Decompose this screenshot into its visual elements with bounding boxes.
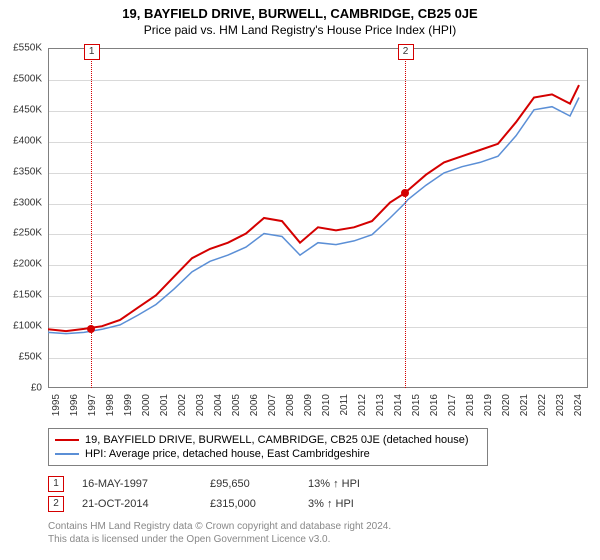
x-tick-label: 2022	[537, 394, 548, 416]
series-line	[48, 98, 579, 334]
chart-title: 19, BAYFIELD DRIVE, BURWELL, CAMBRIDGE, …	[0, 0, 600, 21]
x-tick-label: 2023	[555, 394, 566, 416]
x-tick-label: 2000	[141, 394, 152, 416]
y-tick-label: £500K	[13, 73, 42, 84]
x-tick-label: 2008	[285, 394, 296, 416]
x-tick-label: 2014	[393, 394, 404, 416]
chart-container: 19, BAYFIELD DRIVE, BURWELL, CAMBRIDGE, …	[0, 0, 600, 560]
x-tick-label: 2007	[267, 394, 278, 416]
x-tick-label: 2011	[339, 394, 350, 416]
y-tick-label: £400K	[13, 135, 42, 146]
x-tick-label: 2015	[411, 394, 422, 416]
sale-marker-line	[91, 48, 92, 388]
x-tick-label: 2020	[501, 394, 512, 416]
x-tick-label: 2017	[447, 394, 458, 416]
line-series-svg	[48, 48, 588, 388]
sale-marker-line	[405, 48, 406, 388]
legend-item: 19, BAYFIELD DRIVE, BURWELL, CAMBRIDGE, …	[55, 433, 481, 447]
x-tick-label: 2009	[303, 394, 314, 416]
sale-price: £95,650	[210, 478, 290, 490]
x-tick-label: 2001	[159, 394, 170, 416]
y-tick-label: £300K	[13, 197, 42, 208]
sale-marker-flag: 1	[84, 44, 100, 60]
y-tick-label: £100K	[13, 321, 42, 332]
y-tick-label: £350K	[13, 166, 42, 177]
x-tick-label: 2003	[195, 394, 206, 416]
x-tick-label: 1997	[87, 394, 98, 416]
x-tick-label: 1995	[51, 394, 62, 416]
x-tick-label: 2016	[429, 394, 440, 416]
sale-marker-box: 1	[48, 476, 64, 492]
sale-hpi: 13% ↑ HPI	[308, 478, 388, 490]
sale-row: 2 21-OCT-2014 £315,000 3% ↑ HPI	[48, 494, 388, 514]
y-tick-label: £250K	[13, 228, 42, 239]
footer-line: Contains HM Land Registry data © Crown c…	[48, 520, 391, 533]
sales-table: 1 16-MAY-1997 £95,650 13% ↑ HPI 2 21-OCT…	[48, 474, 388, 514]
legend-swatch	[55, 439, 79, 441]
legend-item: HPI: Average price, detached house, East…	[55, 447, 481, 461]
x-tick-label: 2021	[519, 394, 530, 416]
y-tick-label: £200K	[13, 259, 42, 270]
x-tick-label: 2004	[213, 394, 224, 416]
legend-label: HPI: Average price, detached house, East…	[85, 448, 370, 460]
plot-area: 12	[48, 48, 588, 388]
footer-line: This data is licensed under the Open Gov…	[48, 533, 391, 546]
legend-label: 19, BAYFIELD DRIVE, BURWELL, CAMBRIDGE, …	[85, 434, 469, 446]
x-tick-label: 2018	[465, 394, 476, 416]
y-tick-label: £50K	[19, 352, 42, 363]
y-tick-label: £450K	[13, 104, 42, 115]
legend-swatch	[55, 453, 79, 455]
x-tick-label: 2012	[357, 394, 368, 416]
sale-row: 1 16-MAY-1997 £95,650 13% ↑ HPI	[48, 474, 388, 494]
sale-date: 21-OCT-2014	[82, 498, 192, 510]
series-line	[48, 85, 579, 331]
sale-marker-flag: 2	[398, 44, 414, 60]
x-tick-label: 2006	[249, 394, 260, 416]
y-tick-label: £550K	[13, 43, 42, 54]
x-tick-label: 2005	[231, 394, 242, 416]
x-tick-label: 2002	[177, 394, 188, 416]
sale-hpi: 3% ↑ HPI	[308, 498, 388, 510]
sale-price: £315,000	[210, 498, 290, 510]
x-tick-label: 2024	[573, 394, 584, 416]
x-tick-label: 1999	[123, 394, 134, 416]
x-tick-label: 2019	[483, 394, 494, 416]
x-tick-label: 2013	[375, 394, 386, 416]
legend: 19, BAYFIELD DRIVE, BURWELL, CAMBRIDGE, …	[48, 428, 488, 466]
chart-subtitle: Price paid vs. HM Land Registry's House …	[0, 21, 600, 37]
sale-marker-dot	[87, 325, 95, 333]
x-tick-label: 1998	[105, 394, 116, 416]
footer-attribution: Contains HM Land Registry data © Crown c…	[48, 520, 391, 546]
x-tick-label: 2010	[321, 394, 332, 416]
y-axis-labels: £0£50K£100K£150K£200K£250K£300K£350K£400…	[0, 48, 44, 388]
x-axis-labels: 1995 1996 1997 1998 1999 2000 2001 2002 2003 2004…	[48, 392, 588, 424]
sale-marker-dot	[401, 189, 409, 197]
y-tick-label: £0	[31, 383, 42, 394]
sale-marker-box: 2	[48, 496, 64, 512]
x-tick-label: 1996	[69, 394, 80, 416]
y-tick-label: £150K	[13, 290, 42, 301]
sale-date: 16-MAY-1997	[82, 478, 192, 490]
